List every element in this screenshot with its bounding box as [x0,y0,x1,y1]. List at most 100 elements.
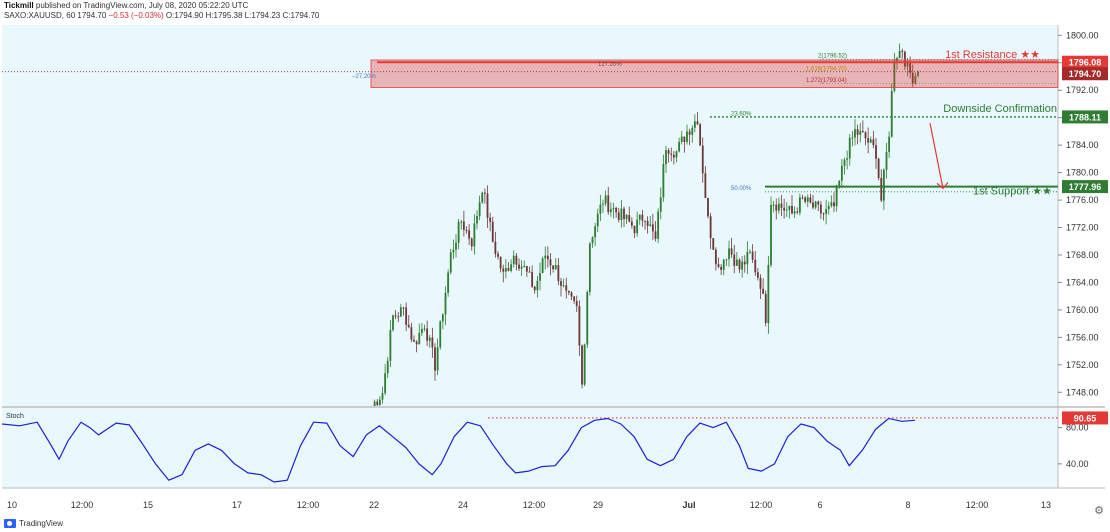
price-tick-label: 1776.00 [1066,195,1099,205]
candle-body [777,203,780,211]
candle-body [651,224,654,232]
candle-body [609,209,612,213]
candle-body [381,393,384,400]
candle-body [856,129,859,135]
candle-body [767,264,770,324]
time-tick-label: 10 [7,500,17,510]
candle-body [817,201,820,205]
candle-body [615,207,618,213]
candle-body [717,264,720,267]
published-text: published on TradingView.com, July 08, 2… [35,1,249,10]
stoch-tick-label: 40.00 [1066,459,1089,469]
candle-body [449,252,452,273]
support-price-tag-bg [1062,180,1108,194]
candle-body [523,265,526,267]
candle-body [452,249,455,253]
candle-body [510,264,513,271]
candle-body [617,212,620,220]
fib-label-127: 127.20% [598,62,622,68]
candle-body [536,280,539,291]
candle-body [436,347,439,371]
price-change: −0.53 (−0.03%) [108,11,164,20]
candle-body [882,169,885,201]
candle-body [796,211,799,213]
candle-body [531,272,534,287]
candle-body [520,266,523,269]
candle-body [678,141,681,152]
candle-body [528,271,531,273]
candle-body [917,71,919,76]
candle-body [376,401,379,405]
fib-label-m27: −27.20% [352,74,377,80]
candle-body [670,153,673,155]
candle-body [607,195,610,213]
candle-body [746,251,749,265]
candle-body [612,207,615,210]
candle-body [515,255,518,265]
candle-body [830,202,833,207]
time-tick-label: 17 [232,500,242,510]
candle-body [562,285,565,287]
candle-body [415,341,418,345]
candle-body [788,205,791,210]
candle-body [906,62,909,67]
candle-body [541,258,544,274]
downside-confirmation-label: Downside Confirmation [943,103,1057,115]
stoch-marker-tag: 90.65 [1074,413,1097,423]
candle-body [680,136,683,142]
fib-label-50: 50.00% [731,186,752,192]
candle-body [825,209,828,214]
candle-body [392,315,394,330]
candle-body [507,268,510,271]
downside-arrow [929,123,944,189]
candle-body [751,251,754,260]
candle-body [735,259,738,266]
price-tick-label: 1768.00 [1066,250,1099,260]
candle-body [583,344,586,385]
candle-body [806,197,809,202]
candle-body [659,197,662,212]
candle-body [565,285,568,291]
price-tick-label: 1772.00 [1066,223,1099,233]
candle-body [909,62,912,73]
fib-label-1796: 2(1796.52) [818,53,847,59]
candle-body [468,230,471,239]
candle-body [397,316,400,318]
downside-price-tag: 1788.11 [1069,112,1101,122]
candle-body [846,158,849,160]
candle-body [462,221,465,230]
candle-body [672,154,675,158]
candle-body [591,237,594,244]
candle-body [733,254,736,266]
candle-body [399,307,402,317]
time-tick-label: 12:00 [71,500,94,510]
candle-body [725,259,728,261]
time-tick-label: 15 [143,500,153,510]
candle-body [481,192,484,203]
candle-body [628,215,631,222]
candle-body [633,225,636,234]
candle-body [389,329,392,361]
candle-body [533,286,536,291]
candle-body [497,253,499,257]
candle-body [405,307,408,325]
candle-body [686,131,688,142]
candle-body [557,265,560,282]
candle-body [478,202,481,217]
candle-body [420,328,423,334]
gear-icon[interactable]: ⚙ [1094,505,1104,517]
candle-body [780,203,783,208]
candle-body [649,224,652,226]
candle-body [544,255,547,259]
candle-body [588,243,591,292]
candle-body [720,266,723,270]
candle-body [426,328,429,341]
time-tick-label: 6 [817,500,822,510]
resistance-label: 1st Resistance ★★ [945,49,1040,61]
candle-body [675,151,678,158]
candle-body [848,137,851,159]
tradingview-footer: TradingView [4,519,63,528]
candle-body [407,324,410,328]
candle-body [890,90,893,137]
